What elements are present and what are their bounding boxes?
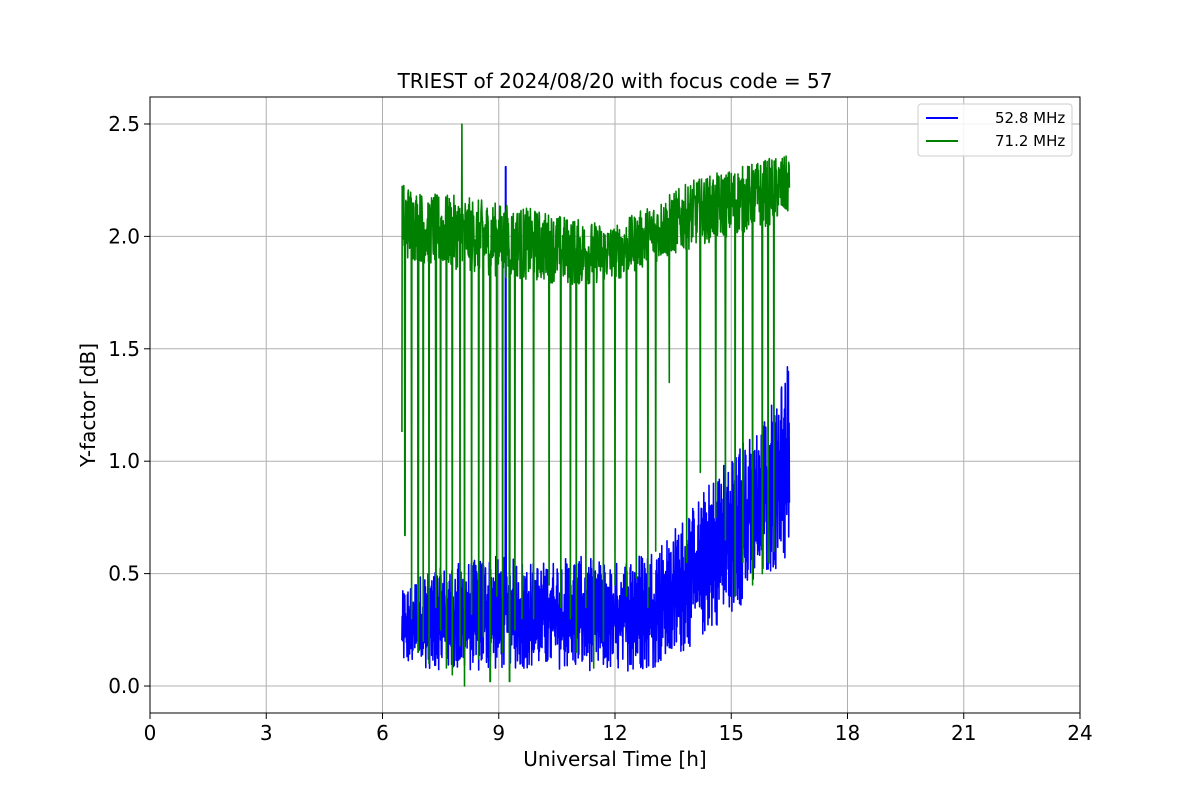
- x-tick-label: 0: [144, 721, 157, 745]
- x-tick-label: 9: [492, 721, 505, 745]
- y-axis-label: Y-factor [dB]: [76, 343, 100, 468]
- legend-label: 71.2 MHz: [995, 132, 1065, 150]
- legend: 52.8 MHz 71.2 MHz: [917, 103, 1073, 157]
- y-tick-label: 1.0: [108, 449, 140, 473]
- x-tick-label: 3: [260, 721, 273, 745]
- x-tick-label: 24: [1067, 721, 1092, 745]
- y-tick-label: 2.5: [108, 112, 140, 136]
- tick-layer: 0 3 6 9 12 15 18 21 24 0.0 0.5 1.0 1.5 2.0 2.5: [108, 112, 1093, 745]
- plot-layer: [401, 123, 791, 687]
- x-tick-label: 21: [951, 721, 976, 745]
- y-tick-label: 2.0: [108, 224, 140, 248]
- x-axis-label: Universal Time [h]: [523, 747, 706, 771]
- x-tick-label: 18: [835, 721, 860, 745]
- chart-title: TRIEST of 2024/08/20 with focus code = 5…: [397, 69, 833, 93]
- y-tick-label: 1.5: [108, 337, 140, 361]
- y-tick-label: 0.0: [108, 674, 140, 698]
- x-tick-label: 15: [719, 721, 744, 745]
- series-line-52-8-mhz: [401, 165, 791, 672]
- y-tick-label: 0.5: [108, 562, 140, 586]
- series-line-71-2-mhz: [401, 123, 791, 687]
- x-tick-label: 12: [602, 721, 627, 745]
- legend-label: 52.8 MHz: [995, 109, 1065, 127]
- x-tick-label: 6: [376, 721, 389, 745]
